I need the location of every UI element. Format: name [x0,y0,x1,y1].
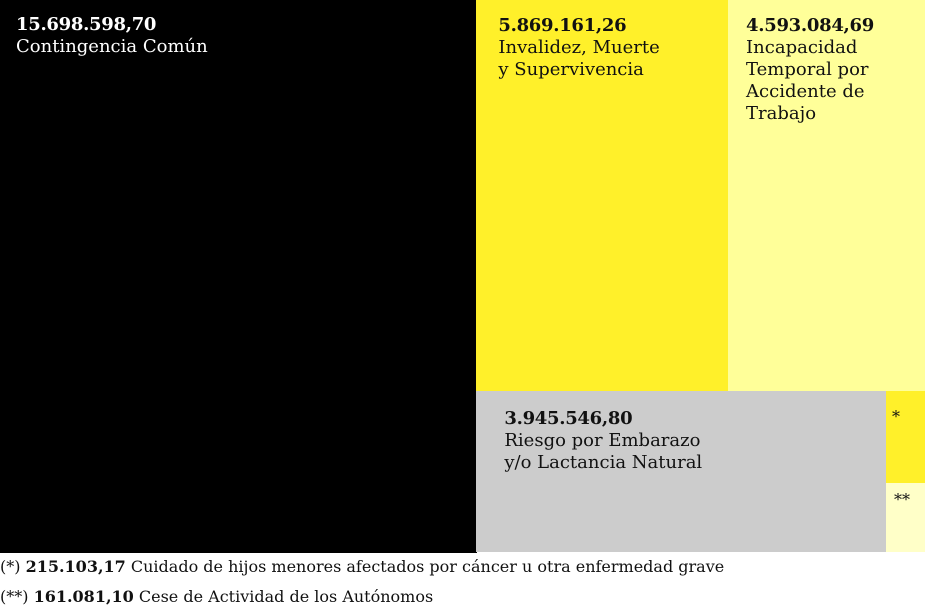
tile-marker: * [891,406,900,426]
tile-value: 5.869.161,26 [498,15,627,36]
tile-riesgo-embarazo: 3.945.546,80 Riesgo por Embarazo y/o Lac… [476,390,887,553]
footnote-text: Cese de Actividad de los Autónomos [138,587,434,606]
footnote-prefix: (*) [0,557,21,576]
footnote-prefix: (**) [0,587,29,606]
footnote-value: 215.103,17 [25,557,126,576]
tile-label: Incapacidad Temporal por Accidente de Tr… [746,37,869,124]
footnote-2: (**) 161.081,10 Cese de Actividad de los… [0,587,433,607]
tile-cuidado-hijos: * [885,390,925,484]
treemap: 15.698.598,70 Contingencia Común 5.869.1… [0,0,925,553]
tile-value: 15.698.598,70 [16,14,157,35]
tile-value: 4.593.084,69 [746,15,874,36]
tile-value: 3.945.546,80 [504,407,633,429]
tile-cese-actividad: ** [885,482,925,553]
tile-incapacidad: 4.593.084,69 Incapacidad Temporal por Ac… [728,0,925,392]
tile-label: Riesgo por Embarazo y/o Lactancia Natura… [504,429,703,473]
tile-invalidez: 5.869.161,26 Invalidez, Muerte y Supervi… [476,0,729,392]
footnote-1: (*) 215.103,17 Cuidado de hijos menores … [0,557,724,577]
tile-contingencia-comun: 15.698.598,70 Contingencia Común [0,0,477,553]
tile-label: Invalidez, Muerte y Supervivencia [498,37,660,80]
tile-marker: ** [893,489,910,509]
tile-label: Contingencia Común [16,36,208,57]
footnote-value: 161.081,10 [33,587,134,606]
footnote-text: Cuidado de hijos menores afectados por c… [130,557,725,576]
